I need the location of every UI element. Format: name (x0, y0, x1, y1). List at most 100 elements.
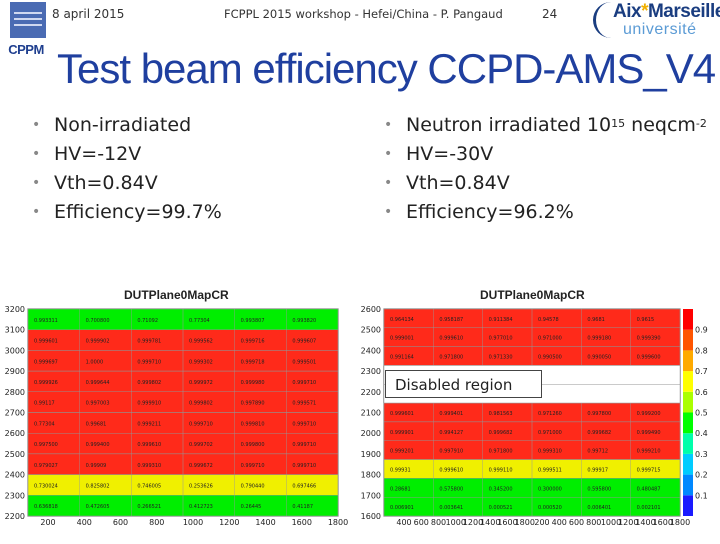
colorbar-segment (683, 329, 693, 351)
cell-label: 0.000520 (538, 505, 562, 511)
cell-label: 0.999980 (241, 380, 265, 386)
cell-label: 0.000521 (489, 505, 513, 511)
cell-label: 0.999810 (241, 421, 265, 427)
colorbar-tick-label: 0.9 (695, 326, 708, 335)
cell-label: 0.99931 (390, 467, 411, 473)
y-tick-label: 1700 (361, 491, 381, 500)
cell-label: 0.999901 (390, 430, 414, 436)
x-tick-label: 600 (414, 518, 429, 527)
x-tick-label: 1200 (219, 518, 239, 527)
cell-label: 0.999601 (390, 411, 414, 417)
cell-label: 0.999710 (292, 380, 316, 386)
list-item: Non-irradiated (30, 111, 222, 140)
x-tick-label: 1000 (446, 518, 466, 527)
colorbar-tick-label: 0.3 (695, 450, 708, 459)
y-tick-label: 2300 (361, 367, 381, 376)
cell-label: 0.9615 (637, 317, 655, 323)
cell-label: 0.472605 (86, 504, 110, 510)
cell-label: 1.0000 (86, 359, 104, 365)
colorbar-segment (683, 433, 693, 454)
cell-label: 0.999682 (587, 430, 611, 436)
cell-label: 0.999710 (292, 421, 316, 427)
cell-label: 0.981563 (489, 411, 513, 417)
colorbar-tick-label: 0.1 (695, 491, 708, 500)
cell-label: 0.999710 (241, 463, 265, 469)
colorbar-segment (683, 495, 693, 516)
colorbar-tick-label: 0.6 (695, 388, 708, 397)
cell-label: 0.253626 (189, 483, 213, 489)
cell-label: 0.697466 (292, 483, 316, 489)
list-item: HV=-30V (382, 140, 707, 169)
y-tick-label: 2700 (5, 409, 25, 418)
cell-label: 0.345200 (489, 486, 513, 492)
cell-label: 0.480487 (637, 486, 661, 492)
disabled-region-label: Disabled region (385, 370, 542, 398)
cell-label: 0.991164 (390, 355, 414, 361)
colorbar-tick-label: 0.7 (695, 367, 708, 376)
x-tick-label: 1400 (480, 518, 500, 527)
cell-label: 0.999802 (137, 380, 161, 386)
cell-label: 0.971800 (439, 355, 463, 361)
colorbar-tick-label: 0.8 (695, 346, 708, 355)
cell-label: 0.41187 (292, 504, 313, 510)
cell-label: 0.999972 (189, 380, 213, 386)
colorbar-segment (683, 350, 693, 372)
right-bullet-list: Neutron irradiated 1015 neqcm-2 HV=-30V … (382, 111, 707, 227)
cell-label: 0.94578 (538, 317, 559, 323)
cell-label: 0.999180 (587, 336, 611, 342)
cell-label: 0.999600 (637, 355, 661, 361)
cell-label: 0.964134 (390, 317, 414, 323)
y-tick-label: 2400 (5, 471, 25, 480)
plot-title: DUTPlane0MapCR (480, 288, 585, 302)
colorbar-tick-label: 0.2 (695, 471, 708, 480)
colorbar-tick-label: 0.4 (695, 429, 708, 438)
cell-label: 0.999562 (189, 339, 213, 345)
cell-label: 0.999710 (189, 421, 213, 427)
colorbar-segment (683, 412, 693, 434)
cell-label: 0.99917 (587, 467, 608, 473)
cell-label: 0.999710 (292, 463, 316, 469)
x-tick-label: 400 (552, 518, 567, 527)
plot-title: DUTPlane0MapCR (124, 288, 229, 302)
cell-label: 0.911384 (489, 317, 513, 323)
y-tick-label: 2500 (361, 326, 381, 335)
list-item: Efficiency=96.2% (382, 198, 707, 227)
cell-label: 0.997800 (587, 411, 611, 417)
x-tick-label: 1000 (601, 518, 621, 527)
cell-label: 0.999201 (390, 449, 414, 455)
cell-label: 0.77304 (189, 318, 210, 324)
cell-label: 0.971000 (538, 430, 562, 436)
x-tick-label: 1200 (618, 518, 638, 527)
x-tick-label: 1600 (653, 518, 673, 527)
cell-label: 0.997500 (34, 442, 58, 448)
x-tick-label: 1800 (670, 518, 690, 527)
x-tick-label: 200 (534, 518, 549, 527)
cell-label: 0.999802 (189, 401, 213, 407)
cell-label: 0.999501 (292, 359, 316, 365)
cell-label: 0.990500 (538, 355, 562, 361)
cell-label: 0.977010 (489, 336, 513, 342)
cell-label: 0.999702 (189, 442, 213, 448)
aix-marseille-logo: Aix*Marseille université (593, 0, 720, 40)
colorbar-segment (683, 371, 693, 392)
cell-label: 0.999710 (292, 442, 316, 448)
cell-label: 0.77304 (34, 421, 55, 427)
x-tick-label: 400 (77, 518, 92, 527)
cell-label: 0.999672 (189, 463, 213, 469)
cell-label: 0.997890 (241, 401, 265, 407)
x-tick-label: 1600 (292, 518, 312, 527)
cell-label: 0.971330 (489, 355, 513, 361)
cell-label: 0.999310 (137, 463, 161, 469)
cell-label: 0.971000 (538, 336, 562, 342)
cell-label: 0.99117 (34, 401, 55, 407)
cell-label: 0.999710 (137, 359, 161, 365)
colorbar-tick-label: 0.5 (695, 409, 708, 418)
x-tick-label: 800 (149, 518, 164, 527)
cell-label: 0.730024 (34, 483, 58, 489)
cell-label: 0.636818 (34, 504, 58, 510)
cell-label: 0.700800 (86, 318, 110, 324)
cell-label: 0.999401 (439, 411, 463, 417)
colorbar-segment (683, 391, 693, 413)
y-tick-label: 2400 (361, 346, 381, 355)
cell-label: 0.999200 (637, 411, 661, 417)
